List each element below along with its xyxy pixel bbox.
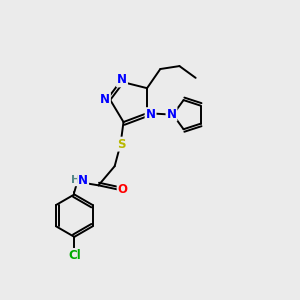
Text: N: N [100, 93, 110, 106]
Text: O: O [118, 183, 128, 196]
Text: N: N [167, 108, 176, 121]
Text: N: N [78, 174, 88, 187]
Text: N: N [117, 74, 127, 86]
Text: Cl: Cl [68, 249, 81, 262]
Text: N: N [146, 108, 156, 121]
Text: H: H [71, 175, 80, 185]
Text: S: S [117, 138, 125, 151]
